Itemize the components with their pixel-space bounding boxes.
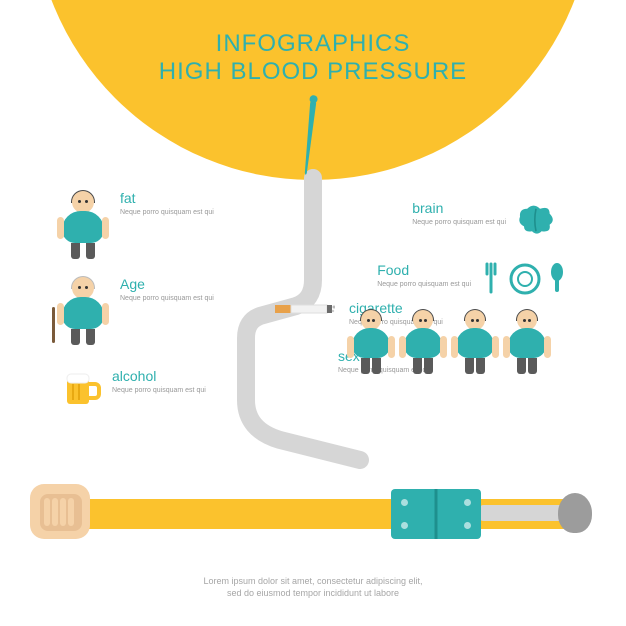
item-label: Age bbox=[120, 276, 214, 292]
fat-person-icon bbox=[55, 190, 110, 260]
item-fat: fat Neque porro quisquam est qui bbox=[55, 190, 214, 260]
item-alcohol: alcohol Neque porro quisquam est qui bbox=[62, 368, 206, 408]
item-food: Food Neque porro quisquam est qui bbox=[377, 262, 566, 296]
item-desc: Neque porro quisquam est qui bbox=[120, 208, 214, 217]
item-desc: Neque porro quisquam est qui bbox=[412, 218, 506, 227]
bp-arm-icon bbox=[40, 481, 586, 551]
item-desc: Neque porro quisquam est qui bbox=[377, 280, 471, 289]
item-label: fat bbox=[120, 190, 214, 206]
title-line-2: HIGH BLOOD PRESSURE bbox=[0, 58, 626, 86]
item-label: Food bbox=[377, 262, 471, 278]
person-icon bbox=[452, 310, 498, 374]
item-age: Age Neque porro quisquam est qui bbox=[55, 276, 214, 346]
brain-icon bbox=[516, 200, 556, 240]
old-person-icon bbox=[55, 276, 110, 346]
footer-text: Lorem ipsum dolor sit amet, consectetur … bbox=[0, 575, 626, 600]
item-label: brain bbox=[412, 200, 506, 216]
title: INFOGRAPHICS HIGH BLOOD PRESSURE bbox=[0, 30, 626, 86]
person-icon bbox=[348, 310, 394, 374]
people-row-icon bbox=[348, 310, 550, 374]
item-brain: brain Neque porro quisquam est qui bbox=[412, 200, 556, 240]
item-desc: Neque porro quisquam est qui bbox=[120, 294, 214, 303]
item-desc: Neque porro quisquam est qui bbox=[112, 386, 206, 395]
beer-mug-icon bbox=[62, 368, 102, 408]
person-icon bbox=[504, 310, 550, 374]
person-icon bbox=[400, 310, 446, 374]
cigarette-icon bbox=[275, 300, 335, 318]
item-label: alcohol bbox=[112, 368, 206, 384]
food-utensils-icon bbox=[481, 262, 566, 296]
title-line-1: INFOGRAPHICS bbox=[0, 30, 626, 58]
